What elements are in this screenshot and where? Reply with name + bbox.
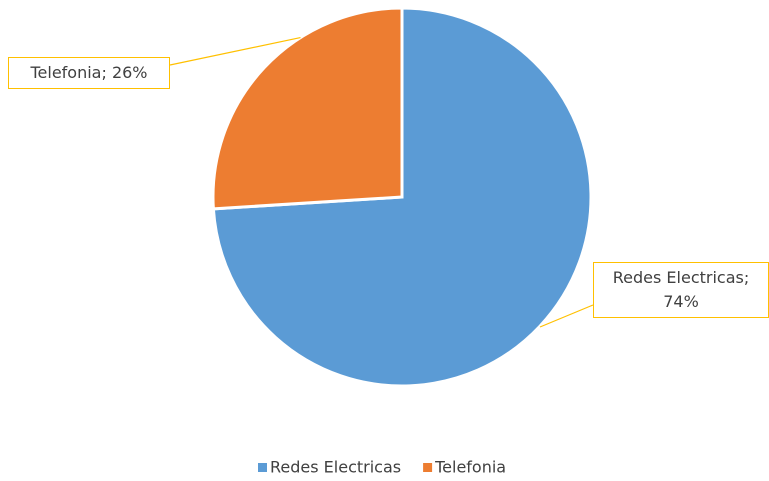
legend-label: Redes Electricas — [270, 458, 401, 477]
data-label: Redes Electricas; 74% — [593, 262, 769, 318]
leader-line — [539, 304, 594, 328]
legend-label: Telefonia — [434, 458, 506, 477]
pie-slice — [211, 6, 404, 211]
leader-line — [169, 36, 301, 66]
legend-swatch — [258, 463, 267, 472]
data-label: Telefonia; 26% — [8, 57, 170, 89]
legend-swatch — [423, 463, 433, 472]
